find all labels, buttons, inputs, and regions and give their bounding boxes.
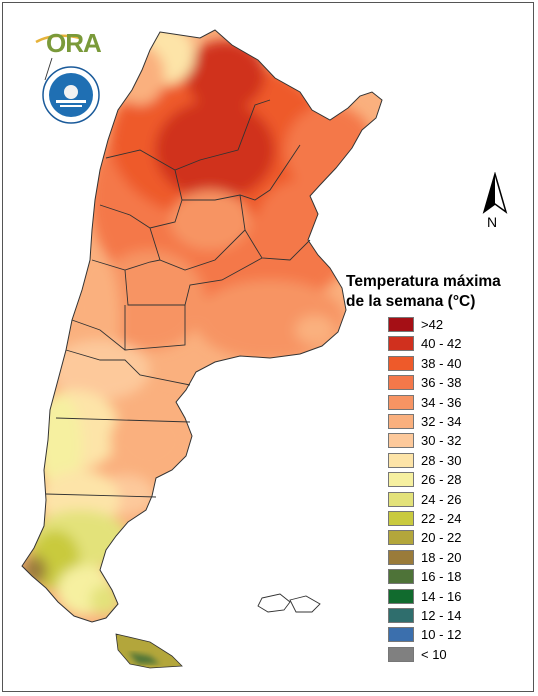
legend-swatch [388,414,414,429]
legend-swatch [388,355,414,371]
legend-item: 32 - 34 [388,413,528,431]
legend-swatch [388,394,414,410]
legend-swatch [388,646,414,662]
smn-seal-icon [42,66,100,124]
legend-swatch [388,608,414,623]
legend-swatch [388,627,414,643]
legend-label: 38 - 40 [421,355,462,371]
tierra-del-fuego [115,633,183,669]
legend-item: 34 - 36 [388,394,528,412]
legend-title-line1: Temperatura máxima [346,273,501,290]
argentina-outline [21,29,383,623]
legend-title-line2: de la semana (°C) [346,293,476,310]
legend-item: 26 - 28 [388,471,528,489]
legend-label: 22 - 24 [421,511,462,526]
legend-label: 26 - 28 [421,472,462,488]
legend-swatch [388,336,414,352]
legend-label: 12 - 14 [421,608,462,623]
legend-item: 22 - 24 [388,510,528,528]
legend-swatch [388,511,414,526]
legend-label: 20 - 22 [421,530,462,546]
legend-label: 24 - 26 [421,491,462,507]
legend-label: 18 - 20 [421,549,462,565]
legend-label: 30 - 32 [421,433,462,449]
legend-item: 30 - 32 [388,432,528,450]
legend-item: 40 - 42 [388,335,528,353]
legend-swatch [388,472,414,488]
legend-item: 24 - 26 [388,491,528,509]
legend-swatch [388,530,414,546]
ora-logo-icon [35,34,81,44]
legend-item: 20 - 22 [388,529,528,547]
north-label: N [487,214,498,230]
legend-label: >42 [421,317,444,332]
malvinas-islands [257,593,321,613]
legend-label: 32 - 34 [421,414,462,429]
legend-swatch [388,375,414,391]
legend-swatch [388,569,414,585]
legend-label: 10 - 12 [421,627,462,643]
legend-item: 12 - 14 [388,607,528,625]
legend-item: 10 - 12 [388,626,528,644]
legend-item: < 10 [388,646,528,664]
legend-label: 14 - 16 [421,588,462,604]
legend-item: 14 - 16 [388,588,528,606]
legend-swatch [388,549,414,565]
legend-label: < 10 [421,646,447,662]
legend-label: 28 - 30 [421,452,462,468]
legend-item: 38 - 40 [388,355,528,373]
legend-swatch [388,491,414,507]
ora-logo-text: ORA [46,28,102,58]
legend-swatch [388,317,414,332]
legend-swatch [388,452,414,468]
province-borders [44,57,311,498]
legend-item: 16 - 18 [388,568,528,586]
legend-label: 16 - 18 [421,569,462,585]
north-arrow-icon [482,172,508,214]
legend-item: 36 - 38 [388,374,528,392]
legend-label: 34 - 36 [421,394,462,410]
legend-title: Temperatura máxima de la semana (°C) [346,272,532,312]
legend-item: >42 [388,316,528,334]
legend-swatch [388,588,414,604]
legend-item: 18 - 20 [388,549,528,567]
legend-swatch [388,433,414,449]
legend-label: 40 - 42 [421,336,462,352]
legend-item: 28 - 30 [388,452,528,470]
legend-label: 36 - 38 [421,375,462,391]
